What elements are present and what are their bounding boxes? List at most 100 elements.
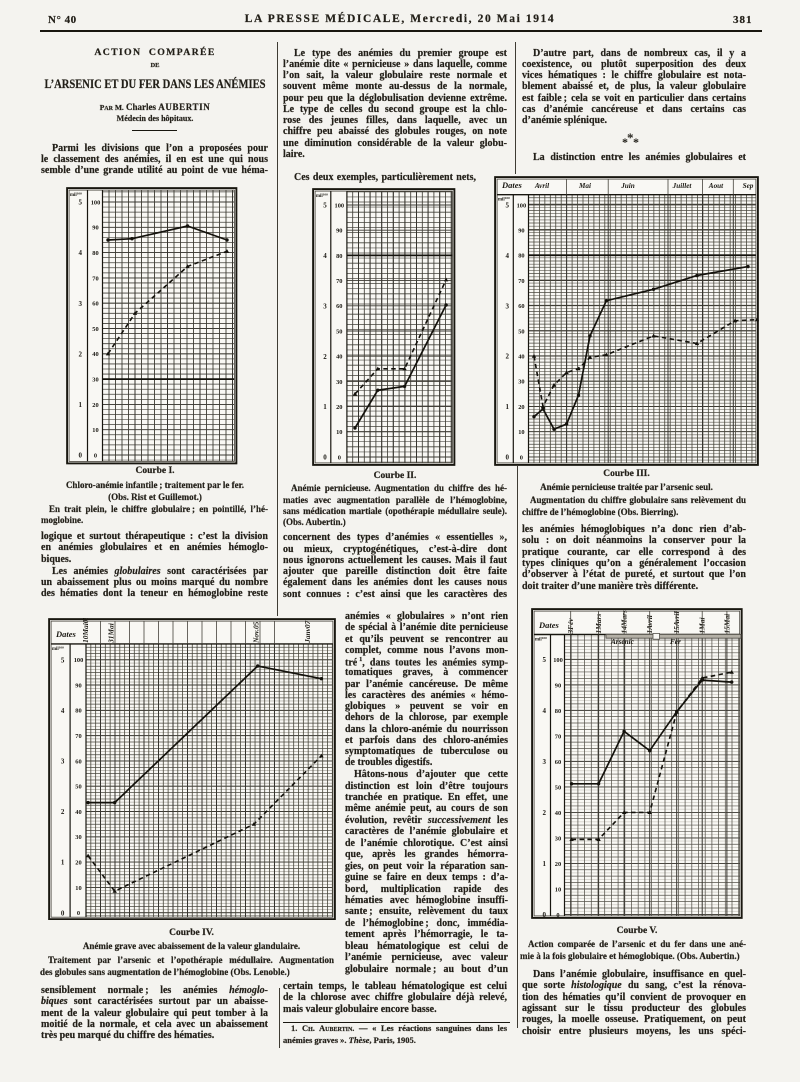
svg-text:80: 80 [555, 707, 561, 714]
svg-text:90: 90 [518, 227, 524, 234]
svg-text:30: 30 [75, 835, 81, 842]
svg-text:60: 60 [555, 758, 561, 765]
svg-text:90: 90 [555, 682, 561, 689]
svg-text:70: 70 [92, 275, 98, 282]
svg-text:Aout: Aout [708, 182, 724, 190]
svg-text:5: 5 [323, 201, 327, 209]
svg-text:Nov.05: Nov.05 [251, 622, 260, 645]
svg-text:2: 2 [505, 352, 509, 360]
svg-text:100: 100 [517, 202, 527, 209]
svg-text:10: 10 [75, 885, 81, 892]
svg-text:10: 10 [92, 427, 98, 434]
svg-text:mil100: mil100 [52, 646, 64, 653]
svg-text:100: 100 [553, 656, 563, 663]
svg-text:0: 0 [60, 910, 64, 918]
svg-text:100: 100 [73, 657, 83, 664]
svg-text:50: 50 [555, 784, 561, 791]
svg-text:70: 70 [518, 277, 524, 284]
svg-text:100: 100 [335, 202, 345, 209]
svg-text:Sep: Sep [743, 182, 754, 190]
svg-text:20: 20 [92, 401, 98, 408]
svg-text:70: 70 [336, 278, 342, 285]
svg-text:4: 4 [60, 707, 64, 715]
svg-text:0: 0 [505, 453, 509, 461]
svg-text:mil100: mil100 [535, 636, 547, 643]
svg-text:60: 60 [336, 303, 342, 310]
svg-text:60: 60 [518, 303, 524, 310]
svg-text:0: 0 [93, 452, 96, 459]
svg-text:0: 0 [76, 910, 79, 917]
svg-text:80: 80 [336, 252, 342, 259]
svg-text:30: 30 [555, 835, 561, 842]
svg-text:Dates: Dates [538, 620, 560, 630]
svg-text:2: 2 [323, 352, 327, 360]
svg-text:50: 50 [336, 328, 342, 335]
svg-text:Dates: Dates [501, 180, 523, 190]
svg-text:0: 0 [543, 911, 547, 919]
svg-text:mil100: mil100 [498, 196, 510, 203]
svg-text:40: 40 [555, 809, 561, 816]
svg-text:Juin: Juin [620, 182, 635, 190]
svg-text:Dates: Dates [55, 629, 77, 639]
svg-text:10: 10 [518, 429, 524, 436]
svg-text:40: 40 [518, 353, 524, 360]
svg-text:Juillet: Juillet [672, 182, 693, 190]
svg-text:4: 4 [505, 251, 509, 259]
svg-text:100: 100 [90, 199, 100, 206]
svg-text:Arsenic: Arsenic [610, 637, 635, 645]
svg-text:90: 90 [75, 683, 81, 690]
svg-text:20: 20 [555, 860, 561, 867]
svg-text:1: 1 [323, 403, 327, 411]
svg-text:0: 0 [520, 454, 523, 461]
svg-text:30: 30 [336, 378, 342, 385]
svg-text:80: 80 [75, 708, 81, 715]
svg-text:2: 2 [543, 809, 547, 817]
svg-text:10: 10 [555, 886, 561, 893]
svg-text:40: 40 [92, 351, 98, 358]
svg-text:20: 20 [75, 860, 81, 867]
svg-text:50: 50 [75, 784, 81, 791]
svg-text:5: 5 [78, 198, 82, 206]
svg-text:90: 90 [336, 227, 342, 234]
svg-text:1: 1 [78, 401, 82, 409]
svg-text:40: 40 [75, 809, 81, 816]
svg-text:80: 80 [518, 252, 524, 259]
svg-text:Avril: Avril [534, 182, 549, 190]
svg-text:5: 5 [60, 657, 64, 665]
svg-text:10Mai05: 10Mai05 [80, 618, 89, 643]
svg-text:2: 2 [78, 350, 82, 358]
svg-text:30: 30 [518, 378, 524, 385]
svg-text:2: 2 [60, 808, 64, 816]
svg-text:20: 20 [336, 404, 342, 411]
svg-text:70: 70 [75, 733, 81, 740]
svg-text:3: 3 [323, 302, 327, 310]
svg-text:3: 3 [60, 758, 64, 766]
svg-text:20: 20 [518, 403, 524, 410]
svg-text:Mai: Mai [578, 182, 591, 190]
svg-text:80: 80 [92, 250, 98, 257]
svg-text:0: 0 [323, 453, 327, 461]
svg-text:50: 50 [92, 325, 98, 332]
svg-text:70: 70 [555, 733, 561, 740]
svg-text:Fer: Fer [670, 637, 681, 645]
svg-text:90: 90 [92, 224, 98, 231]
svg-text:Janv07: Janv07 [302, 621, 311, 644]
svg-text:3: 3 [78, 299, 82, 307]
svg-text:31Mai: 31Mai [106, 623, 115, 645]
svg-text:10: 10 [336, 429, 342, 436]
svg-text:50: 50 [518, 328, 524, 335]
svg-text:mil100: mil100 [316, 192, 328, 199]
svg-text:60: 60 [92, 300, 98, 307]
svg-text:3: 3 [505, 302, 509, 310]
svg-text:5: 5 [505, 201, 509, 209]
svg-text:30: 30 [92, 376, 98, 383]
svg-text:0: 0 [78, 451, 82, 459]
svg-text:4: 4 [323, 252, 327, 260]
svg-text:1: 1 [543, 860, 547, 868]
svg-text:4: 4 [543, 707, 547, 715]
svg-text:3: 3 [543, 758, 547, 766]
svg-text:mil100: mil100 [70, 191, 82, 198]
svg-text:60: 60 [75, 759, 81, 766]
svg-text:1: 1 [505, 403, 509, 411]
svg-text:40: 40 [336, 353, 342, 360]
